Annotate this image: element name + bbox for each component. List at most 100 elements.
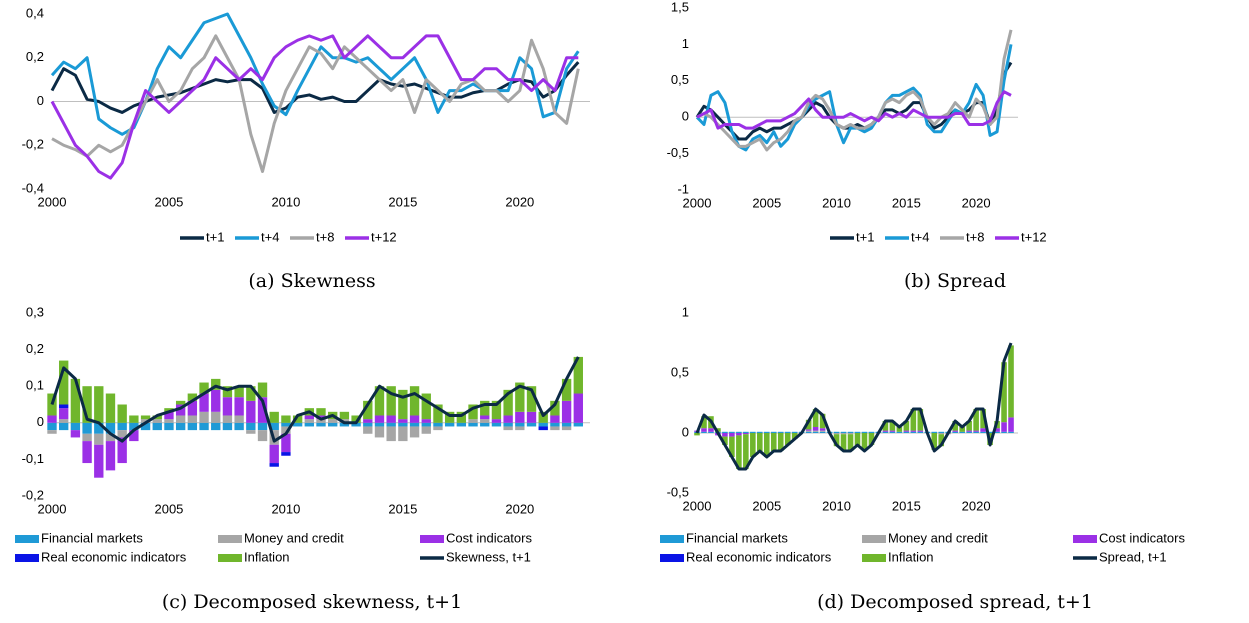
bar-segment [187,415,198,423]
bar-segment [757,431,763,433]
y-tick-label: -0,5 [667,484,689,499]
bar-segment [931,431,938,433]
bar-segment [281,426,291,434]
bar-segment [722,431,728,433]
legend-label: Inflation [244,549,290,564]
x-tick-label: 2020 [962,498,991,513]
bar-segment [1001,431,1007,433]
x-tick-label: 2015 [892,498,921,513]
bar-segment [847,431,854,433]
bar-segment [480,400,490,416]
bar-segment [105,393,116,423]
bar-segment [292,415,303,423]
bar-segment [812,430,819,432]
bar-segment [973,409,979,431]
bar-segment [409,415,420,423]
legend-label: t+8 [316,229,334,244]
bar-segment [491,422,502,427]
bar-segment [281,433,291,453]
bar-segment [561,378,572,401]
bar-segment [328,422,338,427]
bar-segment [1001,362,1007,423]
bar-segment [966,421,972,431]
legend-label: t+8 [966,229,984,244]
bar-segment [791,431,798,433]
bar-segment [573,393,583,423]
bar-segment [316,422,326,427]
x-tick-label: 2000 [683,195,712,210]
bar-segment [701,431,707,433]
bar-segment [503,422,513,427]
bar-segment [784,431,791,433]
bar-segment [164,419,174,423]
x-tick-label: 2015 [892,195,921,210]
bar-segment [246,400,256,423]
bar-segment [503,426,513,431]
bar-segment [292,422,303,427]
bar-segment [694,433,700,436]
bar-segment [480,415,490,420]
bar-segment [840,434,847,451]
bar-segment [1008,345,1014,418]
bar-segment [456,411,467,423]
bar-segment [386,426,396,442]
bar-segment [246,386,256,401]
bar-segment [421,426,431,434]
legend-swatch [218,535,242,543]
bar-segment [708,431,714,433]
bar-segment [777,433,784,451]
bar-segment [105,433,116,442]
bar-segment [847,434,854,451]
bar-segment [117,430,127,438]
y-tick-label: 1 [682,36,689,51]
legend-swatch [1073,535,1097,543]
bar-segment [199,411,209,423]
bar-segment [736,431,742,433]
bar-segment [468,419,478,423]
y-tick-label: 0,2 [26,49,44,64]
bar-segment [211,422,221,431]
bar-segment [222,415,233,423]
bar-segment [152,419,162,423]
bar-segment [129,430,139,442]
bar-segment [316,415,326,420]
bar-segment [833,431,840,433]
bar-segment [833,434,840,447]
bar-segment [910,431,917,433]
bar-segment [82,422,92,434]
series-line [50,12,580,136]
bar-segment [938,434,945,447]
bar-segment [550,400,560,416]
bar-segment [917,409,924,431]
y-tick-label: 1 [682,304,689,319]
bar-segment [456,422,467,427]
bar-segment [398,419,408,423]
bar-segment [743,431,749,433]
legend-label: t+1 [206,229,224,244]
bar-segment [805,419,812,430]
bar-segment [805,429,812,431]
bar-segment [94,386,104,423]
bar-segment [861,431,868,433]
bar-segment [743,433,749,435]
bar-segment [187,422,198,431]
bar-segment [538,411,548,423]
bar-segment [491,419,502,423]
bar-segment [526,422,537,427]
legend-swatch [660,535,684,543]
bar-segment [105,441,116,471]
bar-segment [952,421,958,431]
y-tick-label: 0,4 [26,5,44,20]
bar-segment [234,415,244,423]
bar-segment [994,431,1000,433]
bar-segment [840,433,847,435]
legend-swatch [15,535,39,543]
legend-label: Skewness, t+1 [446,549,531,564]
legend-label: Financial markets [41,530,143,545]
x-tick-label: 2010 [271,501,300,516]
bar-segment [117,404,127,423]
x-tick-label: 2010 [822,498,851,513]
bar-segment [573,356,583,394]
bar-segment [868,433,875,445]
bar-segment [164,422,174,431]
